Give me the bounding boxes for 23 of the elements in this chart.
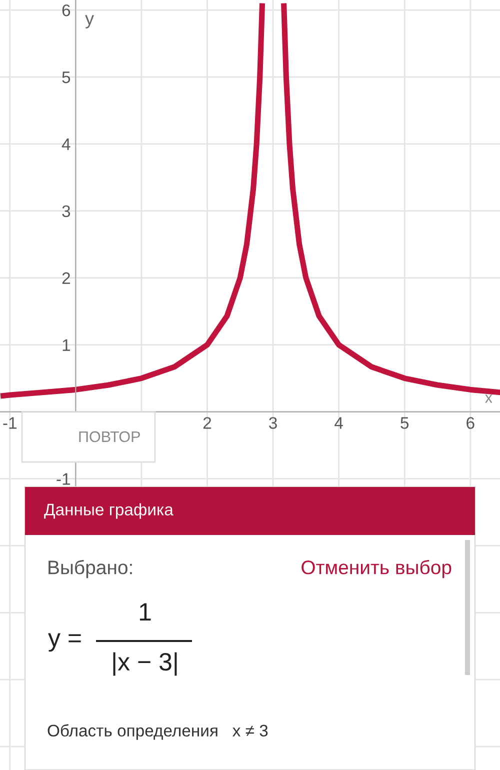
y-tick-label: 6	[62, 4, 70, 16]
annotation: ПОВТОР	[79, 431, 140, 442]
x-axis-title: x	[485, 394, 492, 403]
y-tick-label: 2	[62, 272, 70, 284]
x-tick-label: 6	[466, 417, 474, 429]
x-tick-label: 5	[400, 417, 409, 429]
annotation: y =	[48, 633, 81, 652]
y-axis-title: y	[85, 15, 94, 28]
y-tick-label: 3	[62, 205, 70, 218]
y-tick-label: 5	[62, 72, 70, 84]
y-tick-label: 4	[62, 138, 70, 150]
x-tick-label: 4	[334, 417, 343, 429]
annotation: 1	[140, 603, 151, 620]
annotation: Данные графика	[44, 503, 174, 519]
y-tick-label: -1	[56, 473, 70, 485]
annotation: Область определения x ≠ 3	[48, 724, 268, 740]
x-tick-label: 3	[269, 417, 277, 429]
x-tick-label: -1	[3, 417, 16, 429]
x-tick-label: 2	[203, 417, 212, 429]
y-tick-label: 1	[62, 339, 70, 351]
annotation: Отменить выбор	[302, 560, 452, 578]
annotation: |x − 3|	[113, 652, 177, 676]
annotation: Выбрано:	[48, 560, 132, 578]
